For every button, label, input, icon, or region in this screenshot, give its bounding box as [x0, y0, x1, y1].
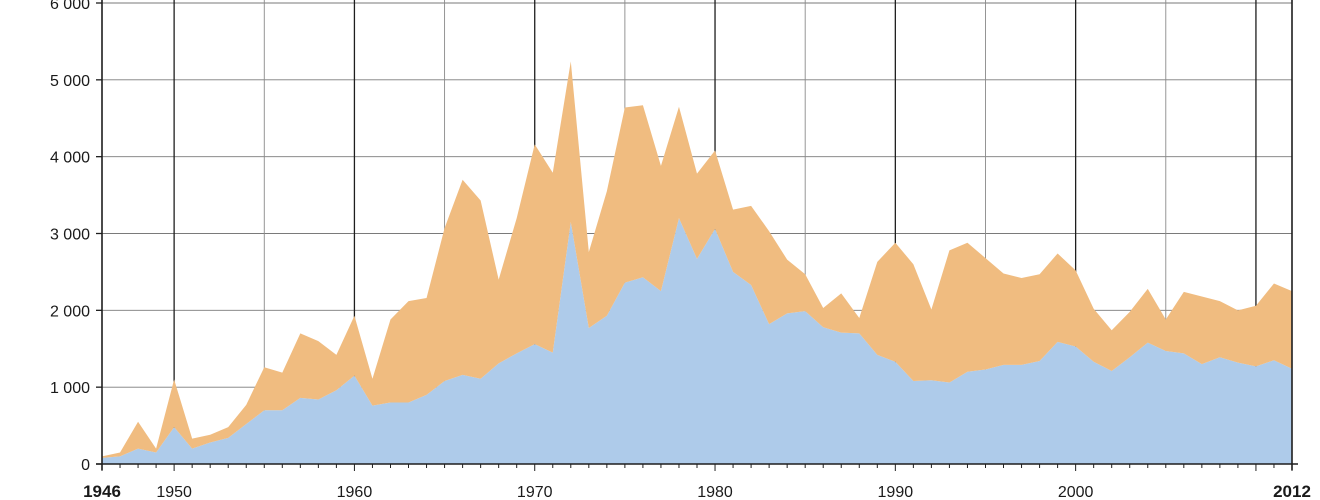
area-series-2	[102, 61, 1292, 458]
y-tick-label: 4 000	[50, 150, 90, 167]
x-tick-label: 1950	[156, 484, 192, 500]
x-tick-label: 1970	[517, 484, 553, 500]
x-tick-label: 1980	[697, 484, 733, 500]
axes	[96, 0, 1298, 471]
x-tick-label: 1960	[337, 484, 373, 500]
x-tick-labels: 1946 1950 1960 1970 1980 1990 2000 2012	[83, 482, 1311, 500]
x-tick-label: 2012	[1273, 482, 1311, 500]
y-tick-label: 5 000	[50, 73, 90, 90]
y-tick-label: 0	[81, 457, 90, 474]
y-tick-labels: 0 1 000 2 000 3 000 4 000 5 000 6 000	[50, 0, 90, 474]
x-tick-label: 1946	[83, 482, 121, 500]
y-tick-label: 1 000	[50, 380, 90, 397]
y-tick-label: 2 000	[50, 303, 90, 320]
area-series	[102, 61, 1292, 464]
y-tick-label: 6 000	[50, 0, 90, 13]
x-tick-label: 1990	[878, 484, 914, 500]
area-series-1	[102, 218, 1292, 464]
x-tick-label: 2000	[1058, 484, 1094, 500]
y-tick-label: 3 000	[50, 227, 90, 244]
